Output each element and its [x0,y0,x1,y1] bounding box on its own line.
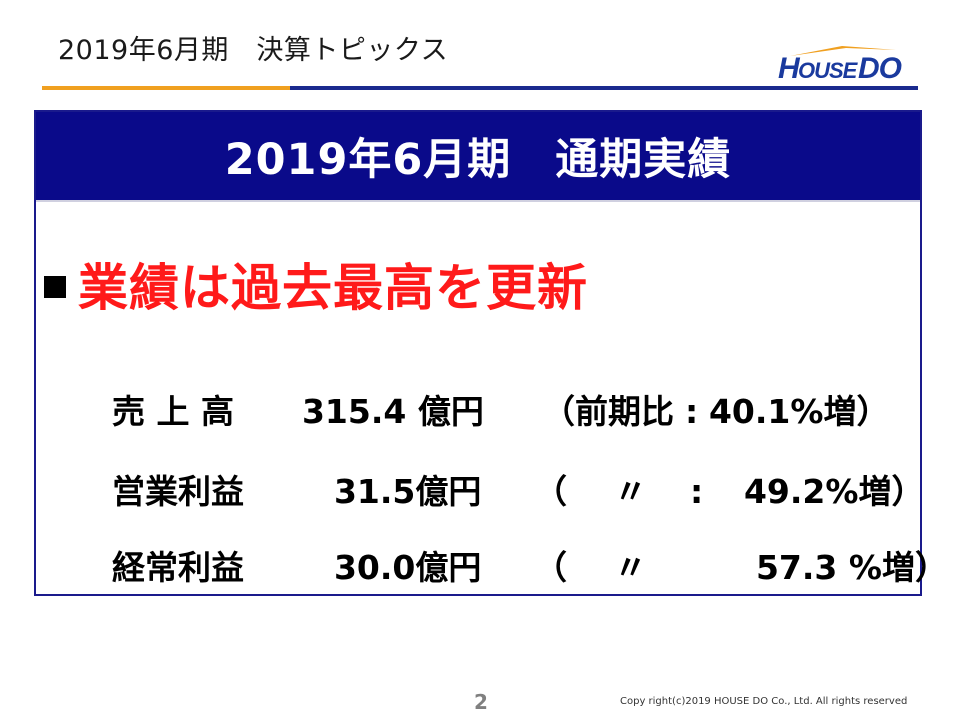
row-paren-open: （ [533,548,567,587]
copyright-text: Copy right(c)2019 HOUSE DO Co., Ltd. All… [620,696,908,707]
row-sep: : [689,472,704,511]
row-change: 57.3 %増 [755,548,915,587]
panel-title: 2019年6月期 通期実績 [36,112,920,202]
row-sep: : [684,392,699,431]
row-ref: 前期比 [574,392,674,431]
row-label: 経常利益 [111,548,244,587]
results-panel: 2019年6月期 通期実績 業績は過去最高を更新 売 上 高 315.4 億円 （前… [34,110,948,596]
row-change: 49.2%増 [743,472,892,511]
row-paren-close: ） [856,392,890,431]
sales-row: 売 上 高 315.4 億円 （前期比:40.1%増） [66,346,890,431]
row-paren-close: ） [914,548,948,587]
svg-text:DO: DO [858,52,902,85]
headline: 業績は過去最高を更新 [44,248,588,320]
ordinary-profit-row: 経常利益 30.0億円 （ 〃 57.3 %増） [66,502,948,587]
headline-text: 業績は過去最高を更新 [78,259,588,317]
header-rule-blue [290,86,918,90]
svg-text:OUSE: OUSE [798,58,859,83]
row-paren-open: （ [533,472,567,511]
header-rule-orange [42,86,290,90]
row-ref: 〃 [613,548,647,587]
row-value: 31.5億円 [333,472,482,511]
row-value: 315.4 億円 [301,392,484,431]
square-bullet-icon [44,276,66,298]
row-paren-close: ） [891,472,925,511]
row-ref: 〃 [613,472,647,511]
svg-text:H: H [778,52,801,85]
slide-title: 2019年6月期 決算トピックス [58,35,449,66]
house-do-logo: H OUSE DO [778,46,903,85]
row-paren-open: （ [541,392,575,431]
row-label: 売 上 高 [111,392,234,431]
row-value: 30.0億円 [333,548,482,587]
row-label: 営業利益 [111,472,244,511]
operating-profit-row: 営業利益 31.5億円 （ 〃:49.2%増） [66,426,925,511]
page-number: 2 [474,690,488,714]
row-change: 40.1%増 [708,392,857,431]
